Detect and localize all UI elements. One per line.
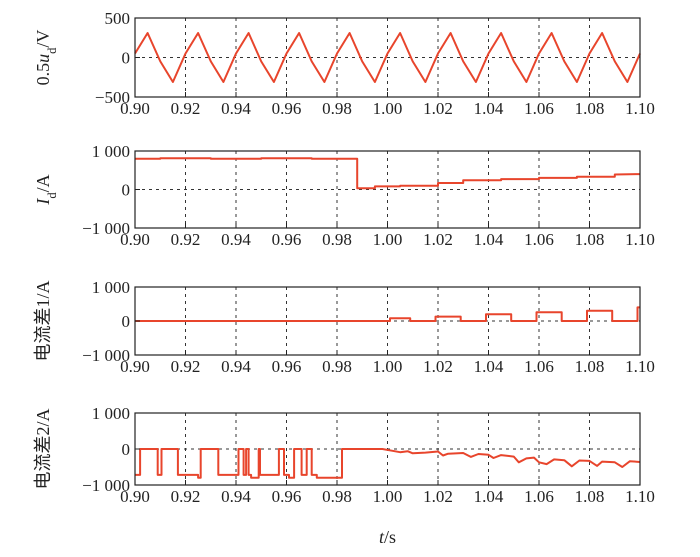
x-tick-label: 0.96 xyxy=(272,487,302,506)
y-tick-label: −1 000 xyxy=(82,346,130,365)
y-tick-label: 0 xyxy=(122,181,131,200)
y-axis-label: 电流差2/A xyxy=(33,408,53,489)
series-line xyxy=(135,157,641,190)
x-tick-label: 1.02 xyxy=(423,487,453,506)
series-line xyxy=(134,32,641,83)
x-tick-label: 0.92 xyxy=(171,99,201,118)
y-tick-label: 1 000 xyxy=(92,404,130,423)
x-tick-label: 1.04 xyxy=(474,99,504,118)
x-tick-label: 0.98 xyxy=(322,357,352,376)
x-tick-label: 0.96 xyxy=(272,99,302,118)
y-axis-label: Id/A xyxy=(33,174,59,205)
y-tick-label: 0 xyxy=(122,312,131,331)
y-axis-label: 电流差1/A xyxy=(33,280,53,361)
series-line xyxy=(135,306,640,322)
panel-2: 0.90 0.92 0.94 0.96 0.98 1.00 1.02 1.04 1.06 1.08… xyxy=(33,142,655,249)
series-line xyxy=(135,448,641,479)
x-tick-label: 1.08 xyxy=(575,99,605,118)
x-tick-label: 0.90 xyxy=(120,357,150,376)
x-tick-label: 0.90 xyxy=(120,487,150,506)
x-tick-label: 0.92 xyxy=(171,357,201,376)
x-tick-label: 0.94 xyxy=(221,357,251,376)
x-tick-label: 1.10 xyxy=(625,487,655,506)
x-tick-label: 1.02 xyxy=(423,230,453,249)
x-tick-label: 1.00 xyxy=(373,230,403,249)
x-tick-label: 0.94 xyxy=(221,230,251,249)
x-tick-label: 0.98 xyxy=(322,99,352,118)
y-axis-label: 0.5ud/V xyxy=(33,30,59,86)
x-tick-label: 0.96 xyxy=(272,230,302,249)
y-tick-label: −1 000 xyxy=(82,476,130,495)
y-tick-label: 0 xyxy=(122,49,131,68)
x-tick-label: 0.92 xyxy=(171,487,201,506)
x-tick-label: 1.10 xyxy=(625,357,655,376)
x-tick-label: 1.04 xyxy=(474,230,504,249)
x-tick-label: 0.94 xyxy=(221,99,251,118)
x-tick-label: 1.08 xyxy=(575,357,605,376)
panel-1: 0.90 0.92 0.94 0.96 0.98 1.00 1.02 1.04 1.06 1.08… xyxy=(33,9,655,118)
x-tick-label: 0.90 xyxy=(120,99,150,118)
x-tick-label: 1.04 xyxy=(474,357,504,376)
panel-3: 0.90 0.92 0.94 0.96 0.98 1.00 1.02 1.04 1.06 1.08… xyxy=(33,278,655,376)
y-tick-label: 1 000 xyxy=(92,278,130,297)
x-tick-label: 1.10 xyxy=(625,99,655,118)
x-tick-label: 0.90 xyxy=(120,230,150,249)
x-tick-label: 1.06 xyxy=(524,487,554,506)
y-tick-label: −1 000 xyxy=(82,219,130,238)
x-tick-label: 1.10 xyxy=(625,230,655,249)
x-tick-label: 1.02 xyxy=(423,99,453,118)
x-tick-label: 1.08 xyxy=(575,487,605,506)
x-tick-label: 0.98 xyxy=(322,230,352,249)
x-tick-label: 1.06 xyxy=(524,357,554,376)
x-tick-label: 0.94 xyxy=(221,487,251,506)
x-tick-label: 0.96 xyxy=(272,357,302,376)
x-tick-label: 1.06 xyxy=(524,230,554,249)
x-tick-label: 1.02 xyxy=(423,357,453,376)
y-tick-label: 0 xyxy=(122,440,131,459)
y-tick-label: 500 xyxy=(105,9,131,28)
x-tick-label: 1.00 xyxy=(373,487,403,506)
x-tick-label: 0.98 xyxy=(322,487,352,506)
x-tick-label: 1.08 xyxy=(575,230,605,249)
x-tick-label: 1.00 xyxy=(373,357,403,376)
x-tick-label: 0.92 xyxy=(171,230,201,249)
x-tick-label: 1.00 xyxy=(373,99,403,118)
x-tick-label: 1.04 xyxy=(474,487,504,506)
panel-4: 0.90 0.92 0.94 0.96 0.98 1.00 1.02 1.04 1.06 1.08… xyxy=(33,404,655,547)
x-tick-label: 1.06 xyxy=(524,99,554,118)
y-tick-label: −500 xyxy=(95,88,130,107)
y-tick-label: 1 000 xyxy=(92,142,130,161)
x-axis-label: t/s xyxy=(379,527,396,547)
